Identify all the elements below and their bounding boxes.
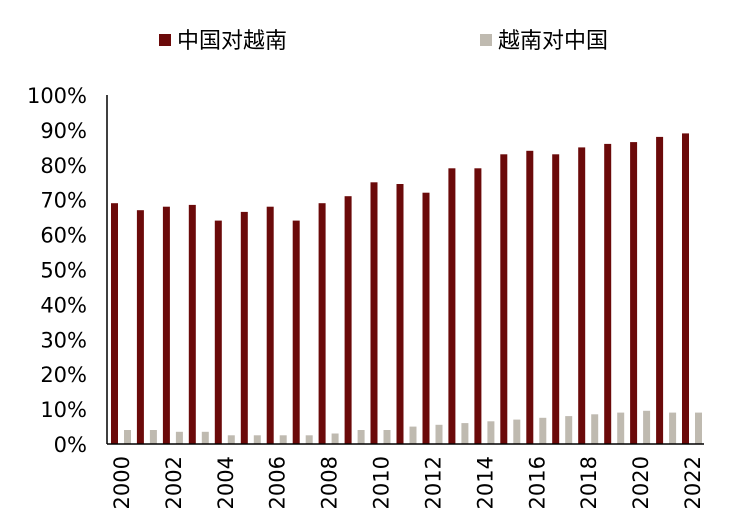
bar-china-to-vietnam: [214, 220, 222, 444]
bar-vietnam-to-china: [435, 424, 443, 444]
y-tick-label: 80%: [40, 154, 87, 178]
bar-vietnam-to-china: [617, 412, 625, 444]
bar-vietnam-to-china: [253, 435, 261, 444]
bar-china-to-vietnam: [630, 142, 638, 444]
x-tick-label: 2008: [318, 456, 342, 509]
bar-china-to-vietnam: [578, 147, 586, 444]
x-tick-label: 2012: [422, 456, 446, 509]
bar-china-to-vietnam: [162, 206, 170, 444]
y-tick-label: 0%: [54, 433, 87, 457]
bar-vietnam-to-china: [357, 430, 365, 444]
y-tick-label: 100%: [27, 84, 87, 108]
bar-china-to-vietnam: [344, 196, 352, 444]
bar-vietnam-to-china: [201, 431, 209, 444]
bars: [111, 133, 702, 445]
legend-swatch-vietnam-to-china: [480, 34, 492, 46]
bar-china-to-vietnam: [370, 182, 378, 445]
bar-china-to-vietnam: [266, 206, 274, 444]
bar-china-to-vietnam: [448, 168, 456, 445]
y-tick-label: 10%: [40, 398, 87, 422]
bar-china-to-vietnam: [604, 143, 612, 444]
bar-vietnam-to-china: [461, 423, 469, 444]
bar-china-to-vietnam: [682, 133, 689, 444]
y-tick-label: 30%: [40, 328, 87, 352]
bar-vietnam-to-china: [227, 435, 235, 444]
x-tick-label: 2014: [473, 456, 497, 509]
bar-china-to-vietnam: [111, 203, 118, 444]
bar-vietnam-to-china: [539, 417, 547, 444]
bar-vietnam-to-china: [565, 416, 573, 444]
y-tick-label: 90%: [40, 119, 87, 143]
y-axis-tick-labels: 0% 10% 20% 30% 40% 50% 60% 70% 80% 90% 100%: [27, 84, 87, 457]
bar-vietnam-to-china: [487, 421, 495, 444]
bar-vietnam-to-china: [149, 430, 157, 444]
bar-vietnam-to-china: [695, 412, 702, 444]
bar-vietnam-to-china: [409, 426, 417, 444]
bar-vietnam-to-china: [383, 430, 391, 444]
x-tick-label: 2016: [525, 456, 549, 509]
x-tick-label: 2006: [266, 456, 290, 509]
legend: 中国对越南 越南对中国: [159, 29, 608, 54]
bar-china-to-vietnam: [656, 136, 664, 444]
bar-vietnam-to-china: [331, 433, 339, 444]
bar-china-to-vietnam: [396, 184, 404, 444]
x-tick-label: 2002: [162, 456, 186, 509]
y-tick-label: 60%: [40, 224, 87, 248]
bar-vietnam-to-china: [279, 435, 287, 444]
bar-china-to-vietnam: [474, 168, 482, 445]
bar-vietnam-to-china: [513, 419, 521, 444]
y-tick-label: 70%: [40, 189, 87, 213]
bar-china-to-vietnam: [240, 211, 248, 444]
bar-china-to-vietnam: [552, 154, 560, 445]
x-tick-label: 2020: [629, 456, 653, 509]
bar-vietnam-to-china: [643, 410, 651, 444]
bar-china-to-vietnam: [318, 203, 326, 444]
x-tick-label: 2000: [110, 456, 134, 509]
x-tick-label: 2022: [681, 456, 705, 509]
legend-swatch-china-to-vietnam: [159, 34, 171, 46]
bar-vietnam-to-china: [669, 412, 677, 444]
bar-china-to-vietnam: [422, 192, 430, 444]
x-axis-tick-labels: 2000 2002 2004 2006 2008 2010 2012 2014 2016 2018…: [110, 456, 705, 509]
y-tick-label: 20%: [40, 363, 87, 387]
bar-vietnam-to-china: [591, 414, 599, 444]
bar-china-to-vietnam: [500, 154, 508, 445]
x-tick-label: 2004: [214, 456, 238, 509]
bar-vietnam-to-china: [305, 435, 313, 444]
bar-china-to-vietnam: [292, 220, 300, 444]
y-tick-label: 50%: [40, 259, 87, 283]
bar-china-to-vietnam: [136, 210, 144, 444]
legend-label-vietnam-to-china: 越南对中国: [498, 29, 608, 54]
bar-china-to-vietnam: [526, 150, 534, 445]
y-tick-label: 40%: [40, 293, 87, 317]
bar-vietnam-to-china: [175, 431, 183, 444]
legend-label-china-to-vietnam: 中国对越南: [177, 29, 287, 54]
x-tick-label: 2018: [577, 456, 601, 509]
bar-vietnam-to-china: [124, 430, 131, 444]
x-tick-label: 2010: [370, 456, 394, 509]
bar-china-to-vietnam: [188, 204, 196, 444]
